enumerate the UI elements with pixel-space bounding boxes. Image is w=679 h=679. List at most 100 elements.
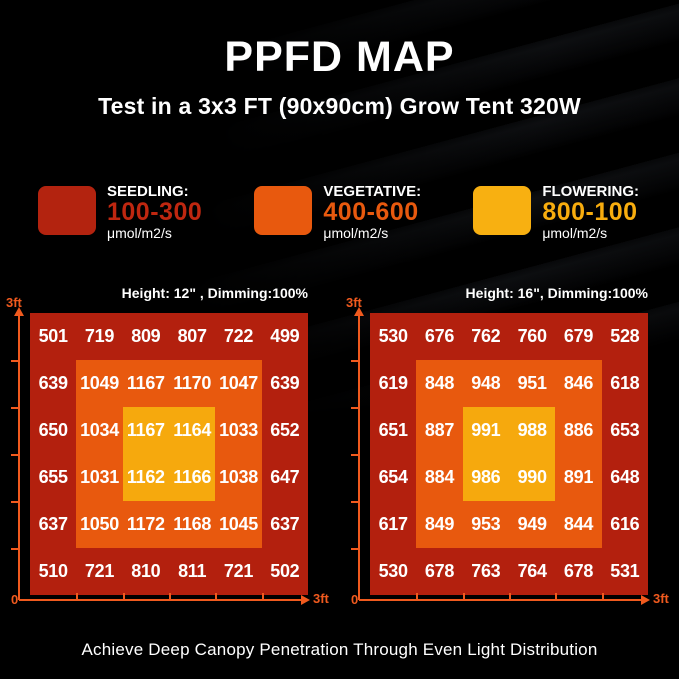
ppfd-value-cell: 528 [610,326,640,346]
ppfd-value-cell: 1167 [126,373,165,393]
ppfd-value-cell: 639 [38,373,68,393]
legend-label: FLOWERING: [542,183,639,200]
x-axis-ticks [30,592,308,600]
y-axis-arrow-icon [14,307,24,316]
ppfd-value-cell: 619 [378,373,408,393]
ppfd-value-cell: 1033 [219,420,258,440]
heatmap-plot: 530 676 762 760 679 528 619 848 948 951 846 618 651 8… [370,313,648,595]
axis-tick [351,454,358,456]
ppfd-value-cell: 807 [177,326,207,346]
ppfd-value-cell: 678 [563,561,594,581]
ppfd-value-cell: 618 [610,373,640,393]
ppfd-value-cell: 502 [270,561,300,581]
ppfd-value-cell: 1172 [126,514,165,534]
x-axis-max-label: 3ft [313,591,329,606]
ppfd-value-cell: 811 [178,561,207,581]
ppfd-value-cell: 501 [38,326,68,346]
ppfd-value-cell: 887 [424,420,455,440]
axis-tick [11,548,18,550]
ppfd-value-cell: 762 [471,326,501,346]
ppfd-value-cell: 953 [471,514,501,534]
ppfd-value-cell: 650 [38,420,68,440]
ppfd-value-cell: 990 [517,467,547,487]
ppfd-value-cell: 986 [471,467,501,487]
footer: Achieve Deep Canopy Penetration Through … [0,640,679,660]
y-axis-arrow-icon [354,307,364,316]
ppfd-value-cell: 721 [223,561,254,581]
legend-text: VEGETATIVE: 400-600 μmol/m2/s [323,183,421,241]
ppfd-map-16in: Height: 16", Dimming:100% 3ft 530 676 762 7… [340,278,679,623]
ppfd-value-cell: 653 [610,420,640,440]
ppfd-value-cell: 949 [517,514,547,534]
ppfd-value-cell: 722 [223,326,254,346]
x-axis [359,599,642,601]
ppfd-value-cell: 637 [270,514,300,534]
ppfd-value-cell: 499 [270,326,300,346]
ppfd-value-cell: 809 [131,326,161,346]
axis-tick [76,593,79,599]
axis-tick [601,593,604,599]
ppfd-value-cell: 676 [424,326,455,346]
axis-tick [509,593,511,599]
ppfd-value-cell: 1166 [173,467,212,487]
ppfd-value-cell: 1167 [126,420,165,440]
page-subtitle: Test in a 3x3 FT (90x90cm) Grow Tent 320… [98,93,581,120]
ppfd-value-cell: 951 [517,373,547,393]
x-axis-arrow-icon [641,595,650,605]
ppfd-value-cell: 721 [84,561,115,581]
legend: SEEDLING: 100-300 μmol/m2/s VEGETATIVE: … [0,183,679,245]
axis-tick [351,360,358,362]
ppfd-value-cell: 719 [84,326,115,346]
ppfd-value-cell: 1170 [173,373,212,393]
map-title: Height: 16", Dimming:100% [465,285,648,301]
ppfd-value-cell: 647 [270,467,300,487]
ppfd-value-cell: 1047 [219,373,258,393]
axis-tick [555,593,558,599]
axis-tick [351,501,358,503]
ppfd-value-cell: 616 [610,514,640,534]
ppfd-value-cell: 848 [424,373,455,393]
axis-tick [169,593,171,599]
ppfd-value-cell: 1164 [173,420,212,440]
y-axis-ticks [11,313,19,595]
ppfd-value-cell: 886 [563,420,594,440]
axis-tick [351,548,358,550]
ppfd-value-cell: 988 [517,420,547,440]
axis-tick [416,593,419,599]
seedling-color-swatch [38,186,96,235]
header: PPFD MAP Test in a 3x3 FT (90x90cm) Grow… [0,0,679,120]
ppfd-value-cell: 760 [517,326,547,346]
zone-flowering [462,406,556,501]
map-title: Height: 12" , Dimming:100% [121,285,308,301]
legend-label: SEEDLING: [107,183,189,200]
ppfd-value-cell: 763 [471,561,501,581]
origin-label: 0 [351,592,359,607]
legend-unit: μmol/m2/s [107,225,172,241]
legend-range: 800-100 [542,198,638,226]
axis-tick [11,501,18,503]
heatmap-cells: 530 676 762 760 679 528 619 848 948 951 846 618 651 8… [370,313,648,595]
ppfd-value-cell: 617 [378,514,408,534]
ppfd-value-cell: 884 [424,467,455,487]
flowering-color-swatch [473,186,532,235]
ppfd-value-cell: 849 [424,514,455,534]
zone-flowering [122,406,216,501]
footer-caption: Achieve Deep Canopy Penetration Through … [81,640,598,659]
ppfd-value-cell: 678 [424,561,455,581]
ppfd-value-cell: 531 [610,561,640,581]
ppfd-value-cell: 764 [517,561,547,581]
axis-tick [462,593,465,599]
ppfd-value-cell: 655 [38,467,68,487]
ppfd-value-cell: 1045 [219,514,258,534]
legend-item-vegetative: VEGETATIVE: 400-600 μmol/m2/s [254,183,421,245]
axis-tick [261,593,264,599]
ppfd-value-cell: 991 [471,420,501,440]
legend-unit: μmol/m2/s [323,225,389,241]
legend-text: FLOWERING: 800-100 μmol/m2/s [542,183,639,241]
origin-label: 0 [11,592,19,607]
ppfd-value-cell: 844 [563,514,594,534]
ppfd-value-cell: 652 [270,420,300,440]
ppfd-value-cell: 530 [378,561,408,581]
